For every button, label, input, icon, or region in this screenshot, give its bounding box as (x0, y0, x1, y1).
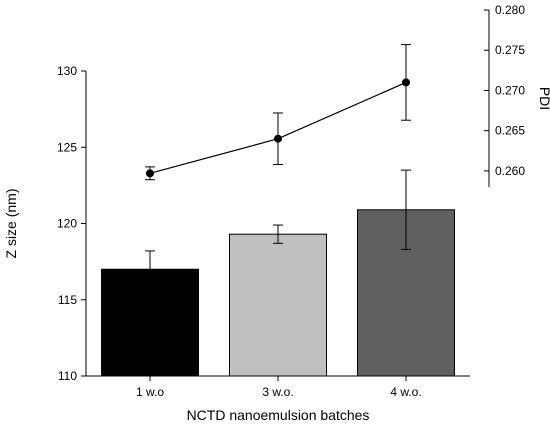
y-tick-label-3: 125 (57, 140, 77, 154)
y-tick-label-4: 130 (57, 64, 77, 78)
bar-1 (229, 233, 327, 377)
y2-tick-label-4: 0.280 (495, 3, 525, 17)
y2-axis-label: PDI (537, 87, 550, 110)
y-tick-label-1: 115 (58, 293, 77, 307)
y-tick-label-0: 110 (58, 369, 77, 383)
x-axis-label: NCTD nanoemulsion batches (187, 407, 370, 423)
pdi-point-0 (146, 169, 154, 178)
bars-layer (101, 169, 455, 377)
y2-tick-label-1: 0.265 (495, 124, 525, 138)
y-axis-label: Z size (nm) (3, 189, 19, 259)
y2-tick-label-0: 0.260 (495, 164, 525, 178)
pdi-point-2 (402, 78, 410, 87)
y-tick-label-2: 120 (57, 217, 77, 231)
x-tick-label-1: 3 w.o. (262, 385, 293, 399)
pdi-line-layer (145, 44, 411, 181)
y2-tick-label-2: 0.270 (495, 83, 525, 97)
y2-tick-label-3: 0.275 (495, 43, 525, 57)
x-tick-label-2: 4 w.o. (390, 385, 421, 399)
ticks-layer: 110 115 120 125 130 0.260 0.265 0.270 0.275 0.280… (57, 3, 525, 399)
x-tick-label-0: 1 w.o (136, 385, 164, 399)
pdi-point-1 (274, 134, 282, 143)
